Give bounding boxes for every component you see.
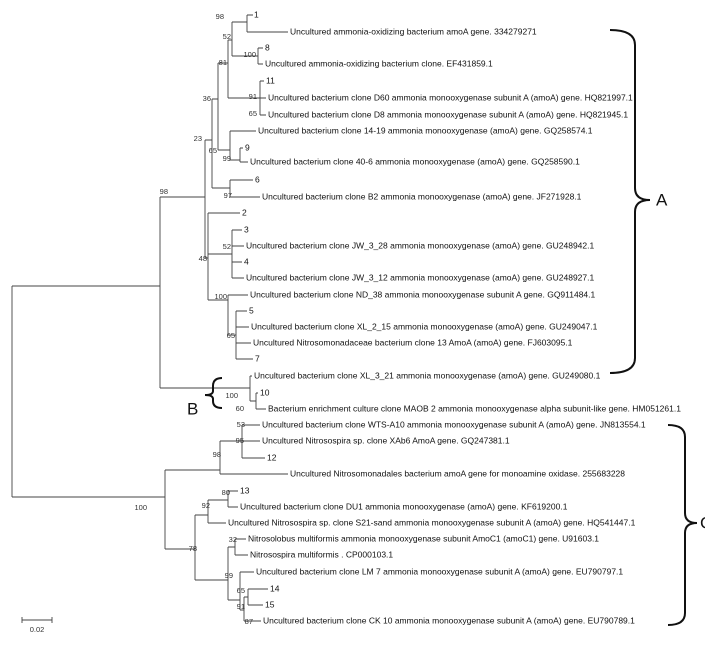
bootstrap-value: 65	[249, 109, 257, 118]
leaf-label: Uncultured bacterium clone 40-6 ammonia …	[250, 156, 580, 166]
leaf-label: Nitrosospira multiformis . CP000103.1	[250, 549, 393, 559]
leaf-label: Uncultured bacterium clone 14-19 ammonia…	[258, 125, 593, 135]
bootstrap-value: 99	[225, 571, 233, 580]
leaf-label: Uncultured Nitrosospira sp. clone XAb6 A…	[262, 435, 510, 445]
leaf-label: Uncultured bacterium clone JW_3_28 ammon…	[246, 240, 594, 250]
bootstrap-value: 100	[214, 292, 227, 301]
leaf-label: Uncultured ammonia-oxidizing bacterium a…	[290, 26, 537, 36]
leaf-label: Uncultured bacterium clone ND_38 ammonia…	[250, 289, 596, 299]
clade-c-brace	[667, 424, 698, 626]
bootstrap-value: 65	[227, 331, 235, 340]
leaf-label: Uncultured bacterium clone D8 ammonia mo…	[268, 109, 628, 119]
bootstrap-value: 98	[213, 450, 221, 459]
bootstrap-value: 32	[229, 535, 237, 544]
leaf-label: Uncultured Nitrosomonadaceae bacterium c…	[253, 337, 573, 347]
bootstrap-value: 95	[236, 436, 244, 445]
bootstrap-value: 98	[216, 12, 224, 21]
bootstrap-value: 97	[224, 191, 232, 200]
leaf-label: Uncultured Nitrosospira sp. clone S21-sa…	[228, 517, 636, 527]
bootstrap-value: 36	[203, 94, 211, 103]
bootstrap-value: 81	[219, 58, 227, 67]
tip-number: 14	[270, 583, 280, 593]
tip-number: 10	[260, 387, 270, 397]
bootstrap-value: 78	[189, 544, 197, 553]
bootstrap-value: 60	[236, 404, 244, 413]
bootstrap-value: 65	[209, 146, 217, 155]
tip-number: 12	[267, 452, 277, 462]
tip-number: 8	[265, 42, 270, 52]
clade-b-brace	[204, 377, 223, 409]
bootstrap-value: 80	[222, 488, 230, 497]
bootstrap-value: 53	[237, 420, 245, 429]
clade-label: B	[187, 399, 198, 418]
tip-number: 3	[244, 224, 249, 234]
bootstrap-value: 91	[249, 92, 257, 101]
bootstrap-value: 23	[194, 134, 202, 143]
leaf-label: Nitrosolobus multiformis ammonia monooxy…	[248, 533, 599, 543]
bootstrap-value: 100	[134, 503, 147, 512]
bootstrap-value: 99	[223, 154, 231, 163]
clade-label: A	[656, 190, 668, 209]
tip-number: 2	[242, 207, 247, 217]
leaf-label: Uncultured bacterium clone WTS-A10 ammon…	[262, 419, 646, 429]
tip-number: 11	[266, 75, 275, 85]
tip-number: 15	[265, 599, 275, 609]
tip-number: 13	[240, 485, 250, 495]
tip-number: 1	[254, 9, 259, 19]
tip-number: 5	[249, 305, 254, 315]
leaf-label: Uncultured bacterium clone LM 7 ammonia …	[256, 566, 623, 576]
tip-number: 9	[245, 142, 250, 152]
bootstrap-value: 48	[199, 254, 207, 263]
leaf-label: Uncultured bacterium clone B2 ammonia mo…	[262, 191, 582, 201]
leaf-label: Uncultured bacterium clone CK 10 ammonia…	[263, 615, 635, 625]
leaf-label: Uncultured bacterium clone XL_3_21 ammon…	[254, 370, 601, 380]
bootstrap-value: 52	[223, 32, 231, 41]
tree-branches	[11, 14, 288, 622]
bootstrap-value: 92	[202, 501, 210, 510]
clade-label: C	[700, 513, 705, 532]
scale-bar: 0.02	[21, 617, 53, 634]
bootstrap-value: 100	[243, 50, 256, 59]
leaf-label: Uncultured Nitrosomonadales bacterium am…	[290, 468, 625, 478]
tip-number: 7	[255, 353, 260, 363]
bootstrap-value: 65	[237, 586, 245, 595]
leaf-label: Uncultured bacterium clone XL_2_15 ammon…	[251, 321, 598, 331]
scale-label: 0.02	[30, 625, 45, 634]
bootstrap-value: 91	[237, 602, 245, 611]
leaf-label: Uncultured ammonia-oxidizing bacterium c…	[265, 58, 493, 68]
bootstrap-value: 52	[223, 242, 231, 251]
bootstrap-value: 98	[160, 187, 168, 196]
leaf-label: Bacterium enrichment culture clone MAOB …	[268, 403, 681, 413]
leaf-label: Uncultured bacterium clone DU1 ammonia m…	[240, 501, 568, 511]
scale-line	[21, 617, 53, 623]
bootstrap-value: 100	[225, 391, 238, 400]
tip-number: 6	[255, 174, 260, 184]
clade-a-brace	[609, 29, 651, 374]
leaf-label: Uncultured bacterium clone JW_3_12 ammon…	[246, 272, 594, 282]
bootstrap-value: 87	[245, 617, 253, 626]
leaf-label: Uncultured bacterium clone D60 ammonia m…	[268, 92, 633, 102]
tip-number: 4	[244, 256, 249, 266]
